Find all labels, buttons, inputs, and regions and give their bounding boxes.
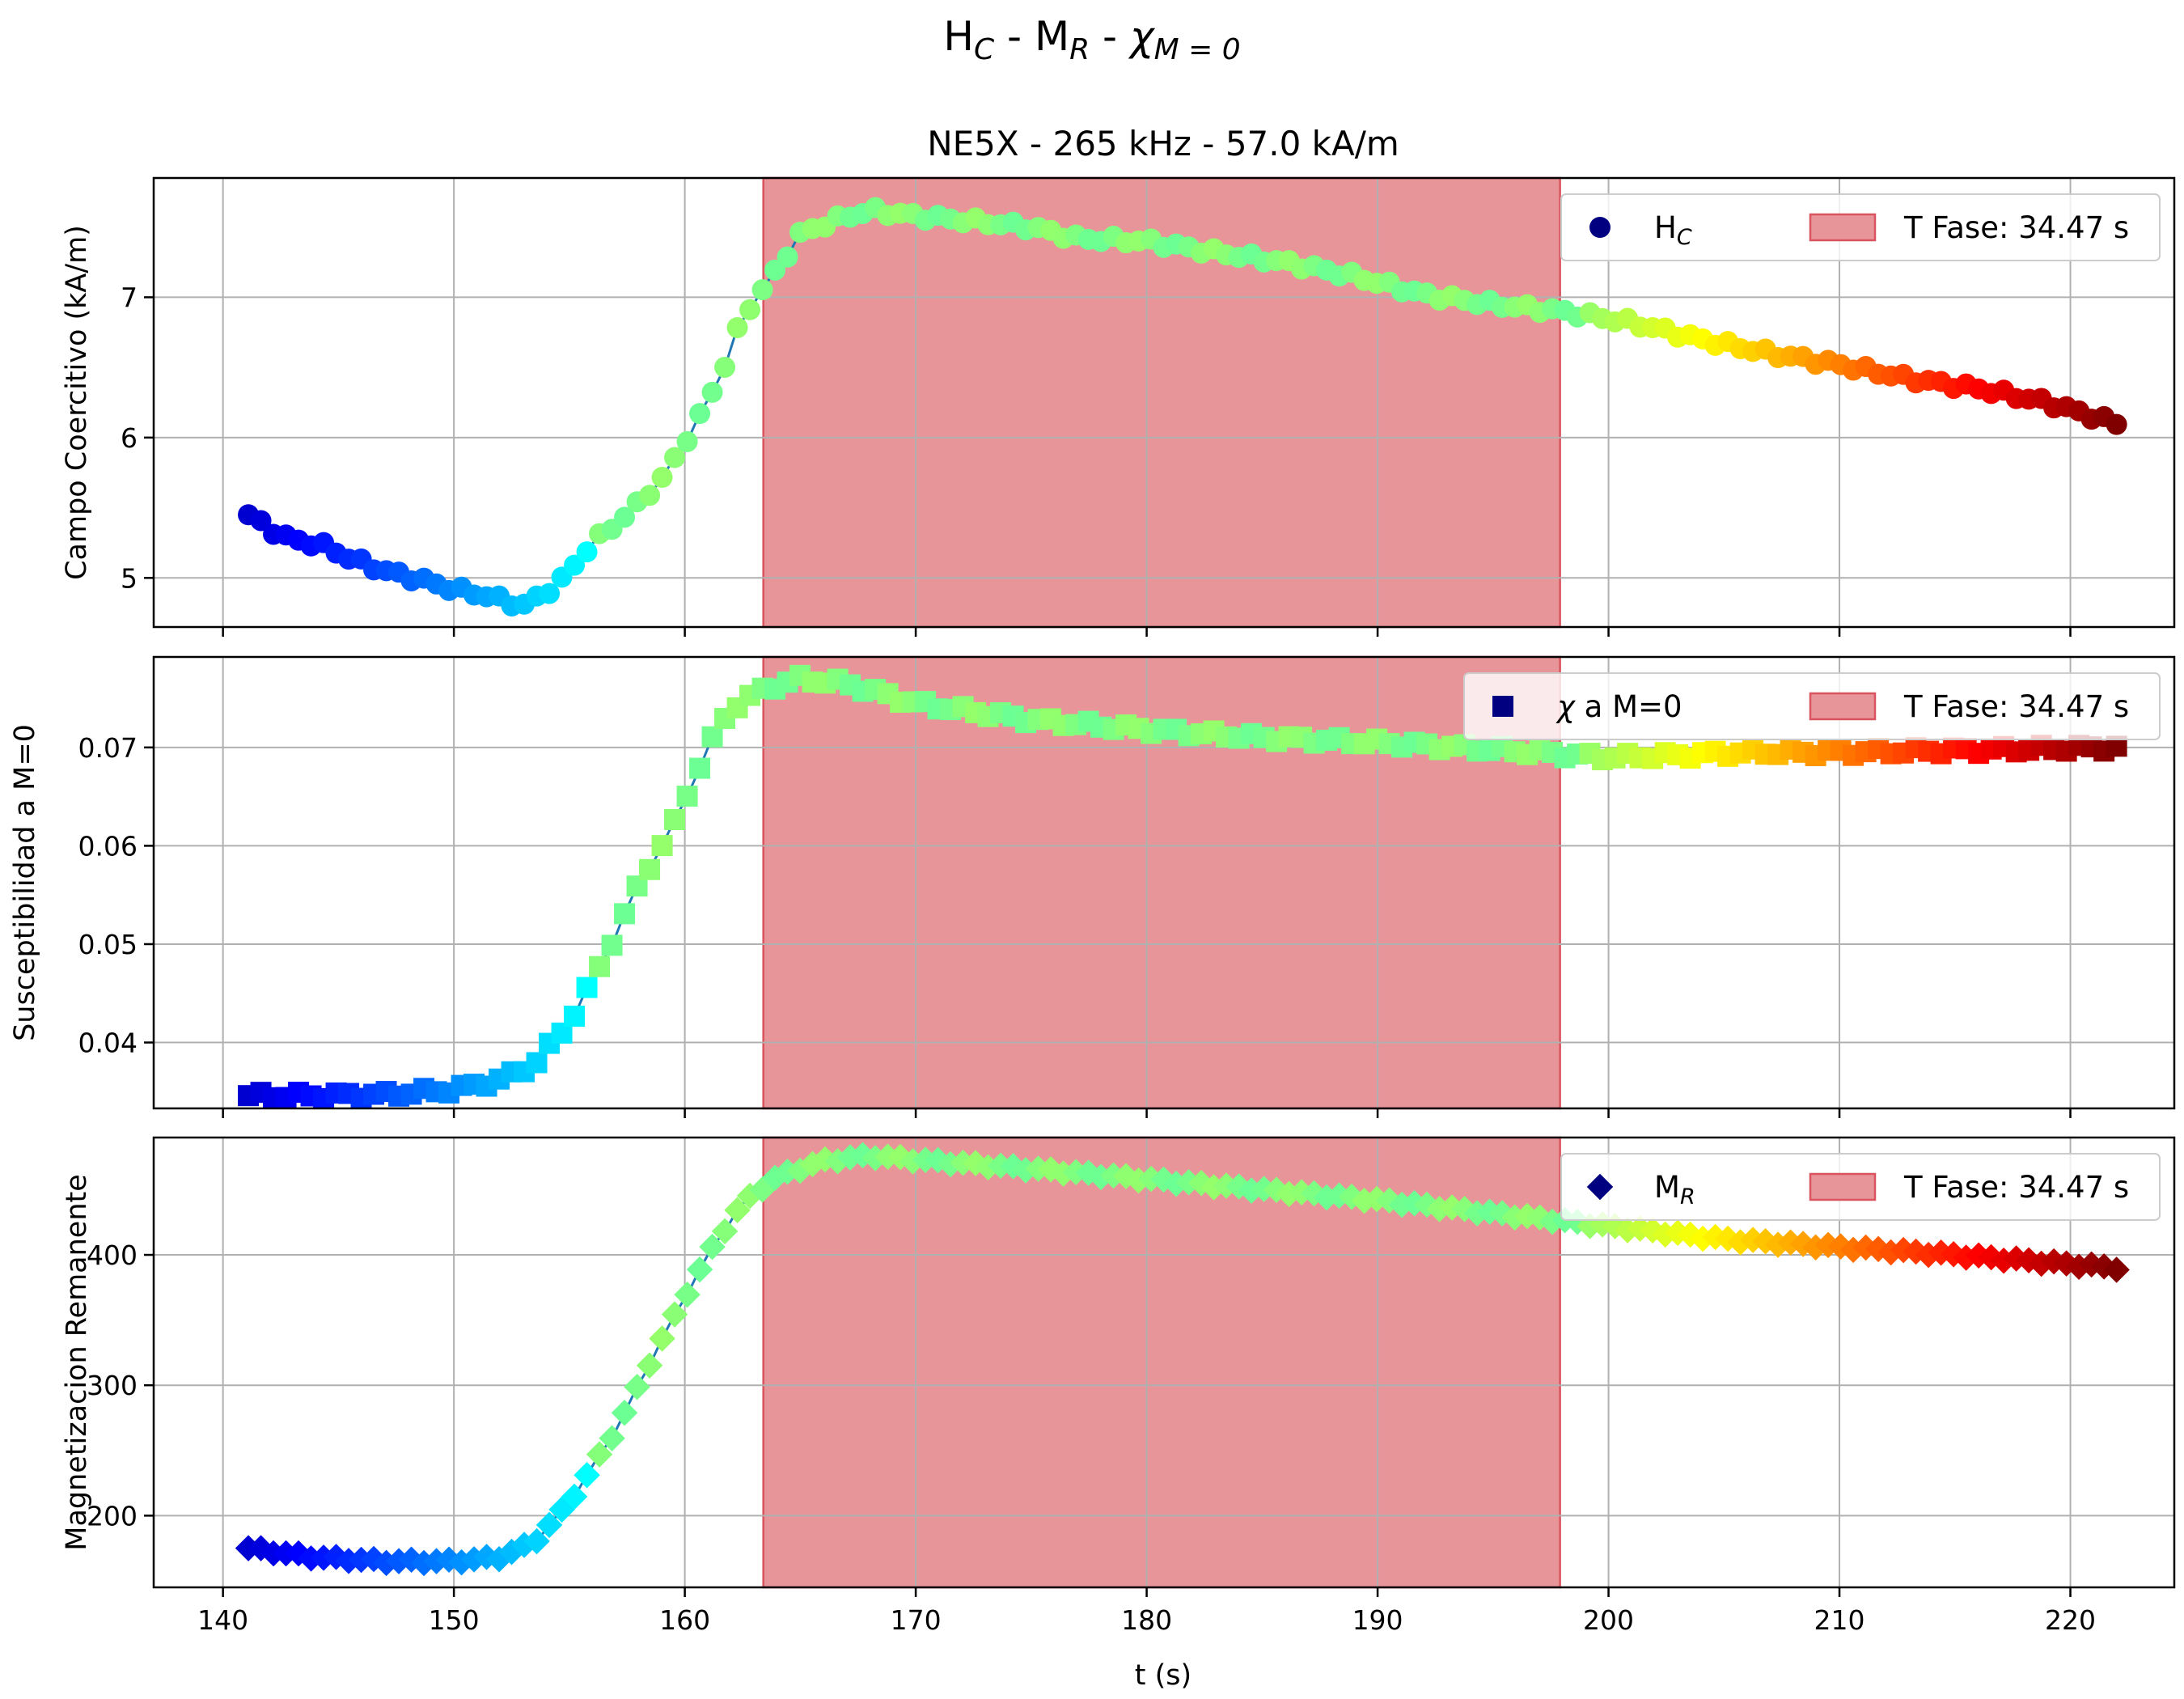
- panel-top: 5 6 7 Campo Coercitivo (kA/m) HC T Fase: 34.4…: [61, 176, 2176, 637]
- data-point: [611, 1400, 638, 1426]
- y-tick-label: 400: [87, 1239, 138, 1271]
- data-series: [235, 1142, 2130, 1577]
- y-tick-label: 0.05: [78, 929, 138, 960]
- data-point: [2103, 1256, 2130, 1283]
- legend-label-phase: T Fase: 34.47 s: [1903, 210, 2129, 245]
- data-point: [726, 316, 748, 338]
- x-tick-label: 200: [1583, 1604, 1634, 1636]
- legend-marker: [1586, 1173, 1614, 1201]
- x-tick-label: 180: [1121, 1604, 1172, 1636]
- y-tick-label: 0.06: [78, 830, 138, 862]
- legend-label-series: χ a M=0: [1555, 689, 1682, 724]
- axes-frame: [152, 176, 2176, 629]
- legend-label-series: MR: [1654, 1170, 1695, 1210]
- data-point: [701, 726, 723, 748]
- panel-bottom: 140 150 160 170 180 190 200 210 220 200 300 400Magn…: [61, 1136, 2176, 1636]
- data-point: [564, 1006, 586, 1027]
- data-series: [238, 664, 2127, 1108]
- data-point: [649, 1325, 675, 1352]
- x-tick-label: 220: [2045, 1604, 2096, 1636]
- data-point: [589, 955, 611, 977]
- y-tick-label: 5: [121, 562, 138, 594]
- panels: 5 6 7 Campo Coercitivo (kA/m) HC T Fase: 34.4…: [9, 176, 2176, 1636]
- data-point: [576, 541, 598, 563]
- data-point: [539, 583, 561, 604]
- data-point: [689, 403, 711, 425]
- data-point: [526, 1052, 548, 1074]
- data-point: [250, 510, 272, 532]
- panel-middle: 0.04 0.05 0.06 0.07 Susceptibilidad a M=0 χ a…: [9, 655, 2176, 1118]
- data-point: [523, 1527, 550, 1555]
- legend: χ a M=0 T Fase: 34.47 s: [1463, 672, 2161, 740]
- y-axis-label: Campo Coercitivo (kA/m): [61, 225, 93, 580]
- data-point: [651, 466, 673, 488]
- legend: HC T Fase: 34.47 s: [1560, 193, 2161, 261]
- y-tick-label: 6: [121, 422, 138, 454]
- x-tick-label: 170: [891, 1604, 942, 1636]
- data-point: [614, 506, 636, 528]
- y-tick-label: 0.04: [78, 1027, 138, 1059]
- legend-label-phase: T Fase: 34.47 s: [1903, 689, 2129, 724]
- data-point: [664, 447, 686, 468]
- data-point: [764, 259, 786, 281]
- y-axis-label: Magnetizacion Remanente: [61, 1174, 93, 1551]
- data-point: [639, 858, 661, 880]
- legend-phase-swatch: [1809, 1172, 1877, 1201]
- x-tick-label: 140: [197, 1604, 248, 1636]
- data-point: [699, 1233, 726, 1260]
- data-point: [564, 554, 586, 576]
- axes-frame: [152, 655, 2176, 1110]
- data-point: [714, 356, 736, 378]
- x-tick-label: 210: [1814, 1604, 1865, 1636]
- data-point: [599, 1425, 625, 1451]
- data-point: [576, 977, 598, 998]
- data-point: [398, 1546, 425, 1574]
- y-tick-label: 7: [121, 282, 138, 313]
- data-point: [676, 786, 698, 807]
- data-point: [661, 1301, 688, 1328]
- figure-title: HC - MR - χM = 0: [943, 13, 1240, 66]
- data-point: [724, 1197, 751, 1223]
- data-point: [686, 1256, 713, 1283]
- y-tick-label: 0.07: [78, 732, 138, 764]
- data-point: [676, 430, 698, 452]
- data-point: [535, 1511, 563, 1539]
- data-point: [711, 1218, 739, 1245]
- x-tick-label: 150: [429, 1604, 480, 1636]
- x-tick-label: 160: [659, 1604, 710, 1636]
- y-tick-label: 300: [87, 1370, 138, 1401]
- data-point: [2106, 413, 2127, 435]
- x-axis-label: t (s): [1135, 1659, 1191, 1692]
- y-axis-label: Susceptibilidad a M=0: [9, 724, 41, 1041]
- data-series: [238, 197, 2127, 616]
- legend-phase-swatch: [1809, 692, 1877, 721]
- x-tick-label: 190: [1352, 1604, 1403, 1636]
- data-point: [614, 903, 636, 925]
- legend-marker: [1492, 696, 1513, 717]
- data-point: [664, 809, 686, 831]
- legend-marker: [1589, 217, 1610, 238]
- legend-label-phase: T Fase: 34.47 s: [1903, 1170, 2129, 1205]
- legend-label-series: HC: [1654, 210, 1692, 250]
- legend-phase-swatch: [1809, 213, 1877, 242]
- data-point: [751, 279, 773, 301]
- data-point: [624, 1373, 650, 1400]
- legend: MR T Fase: 34.47 s: [1560, 1153, 2161, 1221]
- data-point: [689, 757, 711, 779]
- chart-subtitle: NE5X - 265 kHz - 57.0 kA/m: [927, 124, 1399, 163]
- data-point: [701, 381, 723, 403]
- data-point: [561, 1483, 588, 1510]
- data-point: [586, 1441, 613, 1468]
- data-point: [739, 299, 761, 320]
- data-point: [636, 1352, 663, 1379]
- data-point: [777, 246, 798, 268]
- data-point: [601, 934, 623, 956]
- axes-frame: [152, 1136, 2176, 1589]
- y-tick-label: 200: [87, 1500, 138, 1532]
- data-point: [639, 485, 661, 506]
- data-point: [674, 1282, 700, 1308]
- data-point: [574, 1461, 600, 1489]
- data-point: [651, 835, 673, 857]
